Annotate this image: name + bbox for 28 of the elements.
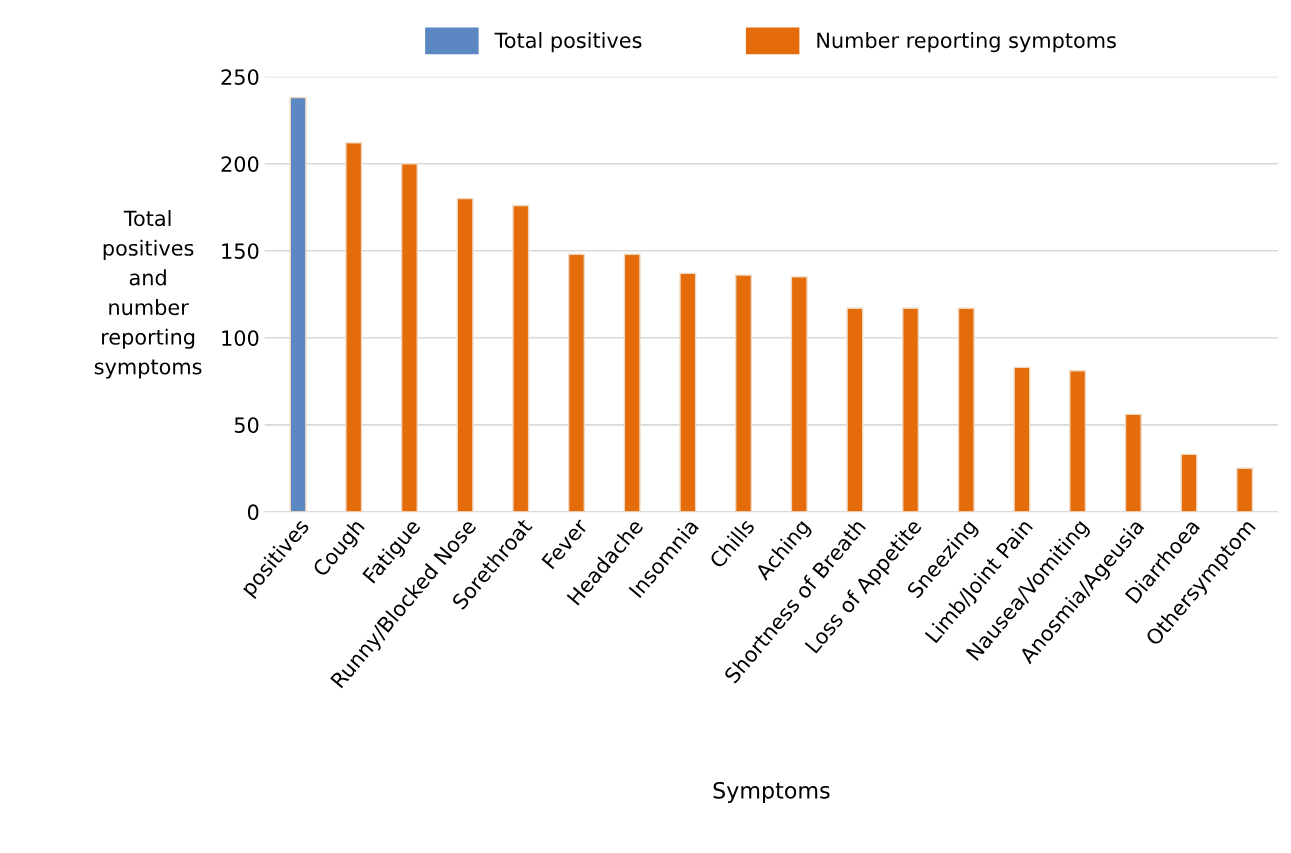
bar xyxy=(400,163,418,512)
legend-label: Number reporting symptoms xyxy=(817,32,1116,53)
bar xyxy=(1069,370,1087,512)
bar xyxy=(345,142,363,512)
bar xyxy=(957,307,975,512)
y-tick-label: 50 xyxy=(234,417,259,434)
y-tick-label: 0 xyxy=(247,504,259,521)
y-tick-label: 150 xyxy=(222,243,259,259)
y-tick-label: 100 xyxy=(222,330,259,346)
bar xyxy=(1180,453,1198,512)
bar xyxy=(902,307,920,512)
bar xyxy=(679,272,697,512)
bar xyxy=(567,253,585,512)
legend-label: Total positives xyxy=(494,32,642,53)
bar xyxy=(790,276,808,512)
bar xyxy=(846,307,864,512)
bar xyxy=(456,197,474,512)
bar xyxy=(1124,413,1142,512)
bar xyxy=(735,274,753,512)
bar xyxy=(1013,366,1031,512)
x-axis-title: Symptoms xyxy=(713,781,830,804)
bar xyxy=(512,204,530,512)
y-tick-label: 200 xyxy=(221,156,259,172)
bar xyxy=(289,96,307,512)
bar xyxy=(623,253,641,512)
y-tick-label: 250 xyxy=(221,69,259,85)
bar xyxy=(1236,467,1254,512)
y-axis-title: Total positives and number reporting symptoms xyxy=(94,210,202,379)
